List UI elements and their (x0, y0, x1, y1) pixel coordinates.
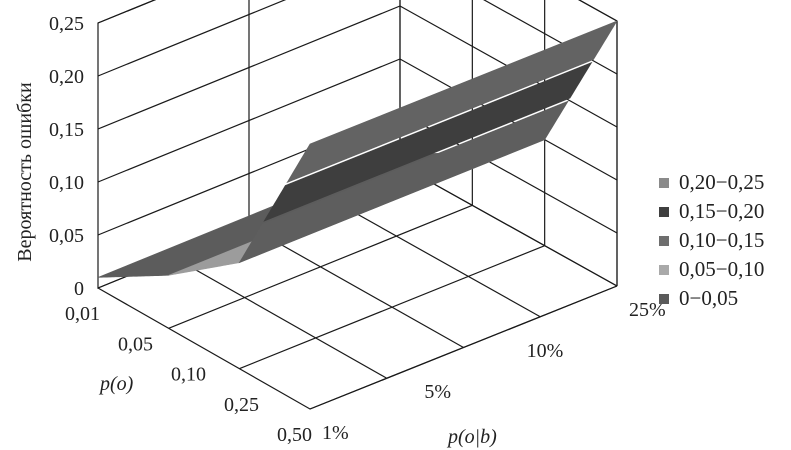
z-tick-label: 0,15 (49, 119, 84, 141)
legend-label: 0,20−0,25 (679, 170, 764, 194)
legend-swatch (659, 236, 669, 246)
legend-swatch (659, 178, 669, 188)
z-tick-label: 0 (74, 278, 84, 300)
floor-d-line (173, 256, 388, 379)
x-tick-labels: 1% 5% 10% 25% (322, 299, 666, 444)
legend-swatch (659, 294, 669, 304)
depth-axis-title: p(o) (98, 373, 134, 395)
floor-d-line (399, 164, 618, 287)
depth-tick-label: 0,25 (224, 394, 259, 416)
legend-label: 0,15−0,20 (679, 199, 764, 223)
x-tick-label: 5% (424, 381, 451, 403)
z-axis-title: Вероятность ошибки (14, 82, 36, 262)
legend-label: 0,10−0,15 (679, 228, 764, 252)
z-tick-label: 0,10 (49, 172, 84, 194)
z-gridline (97, 0, 618, 24)
legend-label: 0,05−0,10 (679, 257, 764, 281)
floor-d-line (324, 195, 541, 318)
legend-swatch (659, 265, 669, 275)
x-axis-title: p(o|b) (446, 426, 497, 448)
depth-tick-labels: 0,01 0,05 0,10 0,25 0,50 (65, 303, 312, 446)
legend-label: 0−0,05 (679, 286, 738, 310)
depth-tick-label: 0,10 (171, 364, 206, 386)
x-tick-label: 10% (527, 340, 564, 362)
x-tick-label: 1% (322, 422, 349, 444)
surface-band-4 (286, 20, 618, 184)
depth-tick-label: 0,50 (277, 424, 312, 446)
x-tick-label: 25% (629, 299, 666, 321)
surface-band-3 (263, 61, 593, 222)
legend: 0,20−0,25 0,15−0,20 0,10−0,15 0,05−0,10 0−0,… (659, 170, 764, 310)
surface-band-2 (238, 100, 569, 264)
floor-d-line (248, 225, 464, 349)
z-tick-label: 0,05 (49, 225, 84, 247)
z-tick-label: 0,20 (49, 66, 84, 88)
z-tick-labels: 0 0,05 0,10 0,15 0,20 0,25 (49, 13, 84, 300)
depth-tick-label: 0,01 (65, 303, 100, 325)
surface (97, 20, 618, 278)
depth-tick-label: 0,05 (118, 333, 153, 355)
z-tick-label: 0,25 (49, 13, 84, 35)
legend-swatch (659, 207, 669, 217)
